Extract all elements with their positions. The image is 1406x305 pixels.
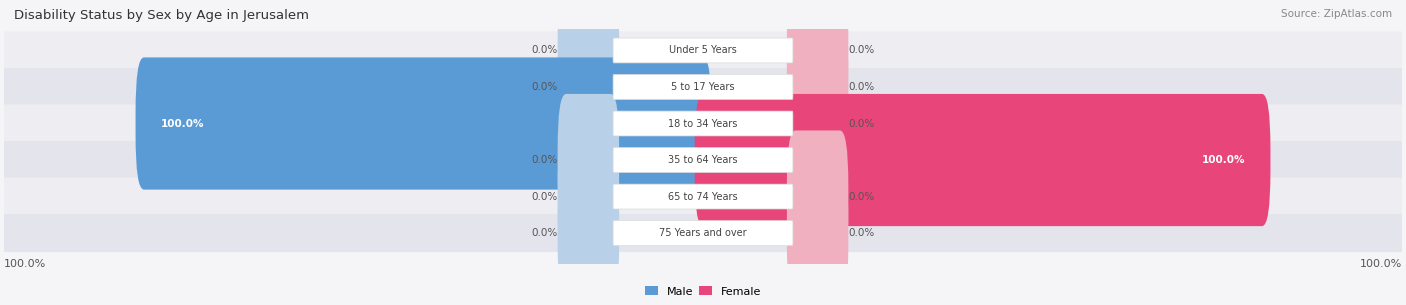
FancyBboxPatch shape [4,31,1402,70]
Text: Source: ZipAtlas.com: Source: ZipAtlas.com [1281,9,1392,19]
Text: 0.0%: 0.0% [848,119,875,128]
FancyBboxPatch shape [613,184,793,209]
FancyBboxPatch shape [558,131,619,263]
FancyBboxPatch shape [695,94,1271,226]
FancyBboxPatch shape [4,105,1402,142]
FancyBboxPatch shape [4,178,1402,216]
Text: 0.0%: 0.0% [848,228,875,238]
Text: 18 to 34 Years: 18 to 34 Years [668,119,738,128]
FancyBboxPatch shape [558,0,619,117]
Text: 5 to 17 Years: 5 to 17 Years [671,82,735,92]
FancyBboxPatch shape [613,221,793,246]
Text: Under 5 Years: Under 5 Years [669,45,737,56]
Text: 100.0%: 100.0% [1202,155,1246,165]
FancyBboxPatch shape [613,148,793,172]
FancyBboxPatch shape [613,111,793,136]
FancyBboxPatch shape [135,57,711,190]
FancyBboxPatch shape [613,75,793,99]
FancyBboxPatch shape [787,0,848,117]
Text: 0.0%: 0.0% [531,155,558,165]
Text: 65 to 74 Years: 65 to 74 Years [668,192,738,202]
Text: 100.0%: 100.0% [4,259,46,269]
FancyBboxPatch shape [787,131,848,263]
FancyBboxPatch shape [787,21,848,153]
Text: 100.0%: 100.0% [160,119,204,128]
Text: 0.0%: 0.0% [848,45,875,56]
Text: 100.0%: 100.0% [1360,259,1402,269]
Text: 0.0%: 0.0% [531,82,558,92]
FancyBboxPatch shape [558,167,619,299]
Legend: Male, Female: Male, Female [640,282,766,301]
Text: 0.0%: 0.0% [531,192,558,202]
Text: 35 to 64 Years: 35 to 64 Years [668,155,738,165]
FancyBboxPatch shape [787,167,848,299]
FancyBboxPatch shape [787,57,848,190]
FancyBboxPatch shape [558,94,619,226]
Text: 0.0%: 0.0% [848,82,875,92]
FancyBboxPatch shape [4,214,1402,252]
Text: 75 Years and over: 75 Years and over [659,228,747,238]
Text: 0.0%: 0.0% [848,192,875,202]
FancyBboxPatch shape [558,21,619,153]
FancyBboxPatch shape [4,68,1402,106]
Text: Disability Status by Sex by Age in Jerusalem: Disability Status by Sex by Age in Jerus… [14,9,309,22]
FancyBboxPatch shape [4,141,1402,179]
Text: 0.0%: 0.0% [531,45,558,56]
Text: 0.0%: 0.0% [531,228,558,238]
FancyBboxPatch shape [613,38,793,63]
